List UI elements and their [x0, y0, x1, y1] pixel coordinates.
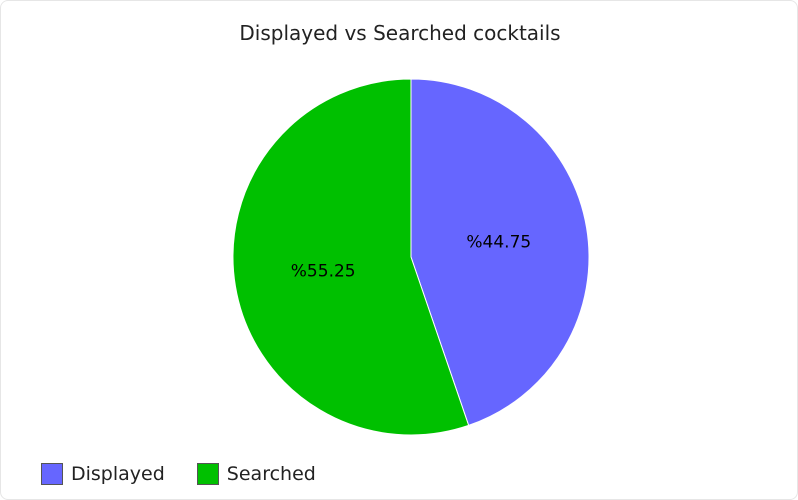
- legend-swatch-searched: [196, 463, 219, 485]
- pie-slice-displayed: [410, 78, 590, 427]
- legend-swatch-displayed: [41, 463, 63, 485]
- slice-label-searched: %55.25: [291, 262, 356, 282]
- legend: Displayed Searched: [41, 463, 316, 485]
- legend-label-displayed: Displayed: [71, 463, 165, 485]
- legend-label-searched: Searched: [226, 463, 316, 485]
- legend-item-searched: Searched: [196, 463, 316, 485]
- chart-title: Displayed vs Searched cocktails: [239, 21, 561, 45]
- slice-label-displayed: %44.75: [466, 232, 531, 252]
- pie-slice-searched: [232, 78, 470, 436]
- legend-item-displayed: Displayed: [41, 463, 165, 485]
